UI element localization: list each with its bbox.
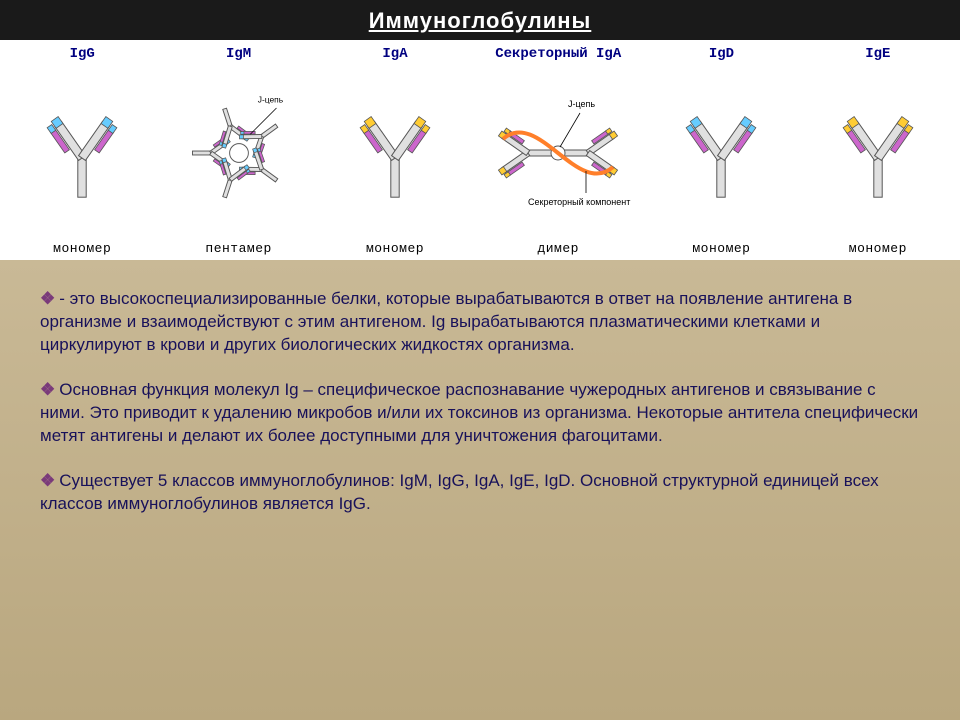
paragraph-3: ❖Существует 5 классов иммуноглобулинов: … bbox=[40, 470, 920, 516]
ig-column: IgM bbox=[160, 46, 316, 256]
svg-text:J-цепь: J-цепь bbox=[568, 99, 595, 109]
ig-header: IgE bbox=[865, 46, 890, 62]
ig-column: IgE мономер bbox=[800, 46, 956, 256]
ig-footer: мономер bbox=[692, 241, 750, 256]
bullet-icon: ❖ bbox=[40, 471, 55, 490]
ig-column: IgA мономер bbox=[317, 46, 473, 256]
antibody-icon bbox=[4, 64, 160, 241]
paragraph-1-text: - это высокоспециализированные белки, ко… bbox=[40, 289, 852, 354]
ig-column: IgD мономер bbox=[643, 46, 799, 256]
svg-text:J-цепь: J-цепь bbox=[257, 94, 283, 104]
ig-footer: мономер bbox=[366, 241, 424, 256]
ig-column: IgG мономер bbox=[4, 46, 160, 256]
slide: Иммуноглобулины IgG мономе bbox=[0, 0, 960, 720]
ig-column: Секреторный IgA bbox=[473, 46, 643, 256]
antibody-icon bbox=[800, 64, 956, 241]
paragraph-3-text: Существует 5 классов иммуноглобулинов: I… bbox=[40, 471, 879, 513]
ig-header: IgG bbox=[70, 46, 95, 62]
antibody-icon bbox=[643, 64, 799, 241]
antibody-icon: J-цепь Секреторный компонент bbox=[473, 64, 643, 241]
paragraph-1: ❖- это высокоспециализированные белки, к… bbox=[40, 288, 920, 357]
antibody-icon: J-цепь bbox=[160, 64, 316, 241]
bullet-icon: ❖ bbox=[40, 380, 55, 399]
bullet-icon: ❖ bbox=[40, 289, 55, 308]
diagram-panel: IgG мономер IgM bbox=[0, 40, 960, 260]
ig-footer: димер bbox=[537, 241, 579, 256]
ig-footer: мономер bbox=[53, 241, 111, 256]
slide-title: Иммуноглобулины bbox=[0, 0, 960, 40]
paragraph-2-text: Основная функция молекул Ig – специфичес… bbox=[40, 380, 918, 445]
svg-text:Секреторный компонент: Секреторный компонент bbox=[528, 197, 630, 207]
ig-header: Секреторный IgA bbox=[495, 46, 621, 62]
antibody-icon bbox=[317, 64, 473, 241]
paragraph-2: ❖Основная функция молекул Ig – специфиче… bbox=[40, 379, 920, 448]
ig-header: IgD bbox=[709, 46, 734, 62]
ig-footer: пентамер bbox=[205, 241, 271, 256]
text-panel: ❖- это высокоспециализированные белки, к… bbox=[0, 260, 960, 720]
ig-header: IgM bbox=[226, 46, 251, 62]
ig-footer: мономер bbox=[849, 241, 907, 256]
ig-header: IgA bbox=[382, 46, 407, 62]
